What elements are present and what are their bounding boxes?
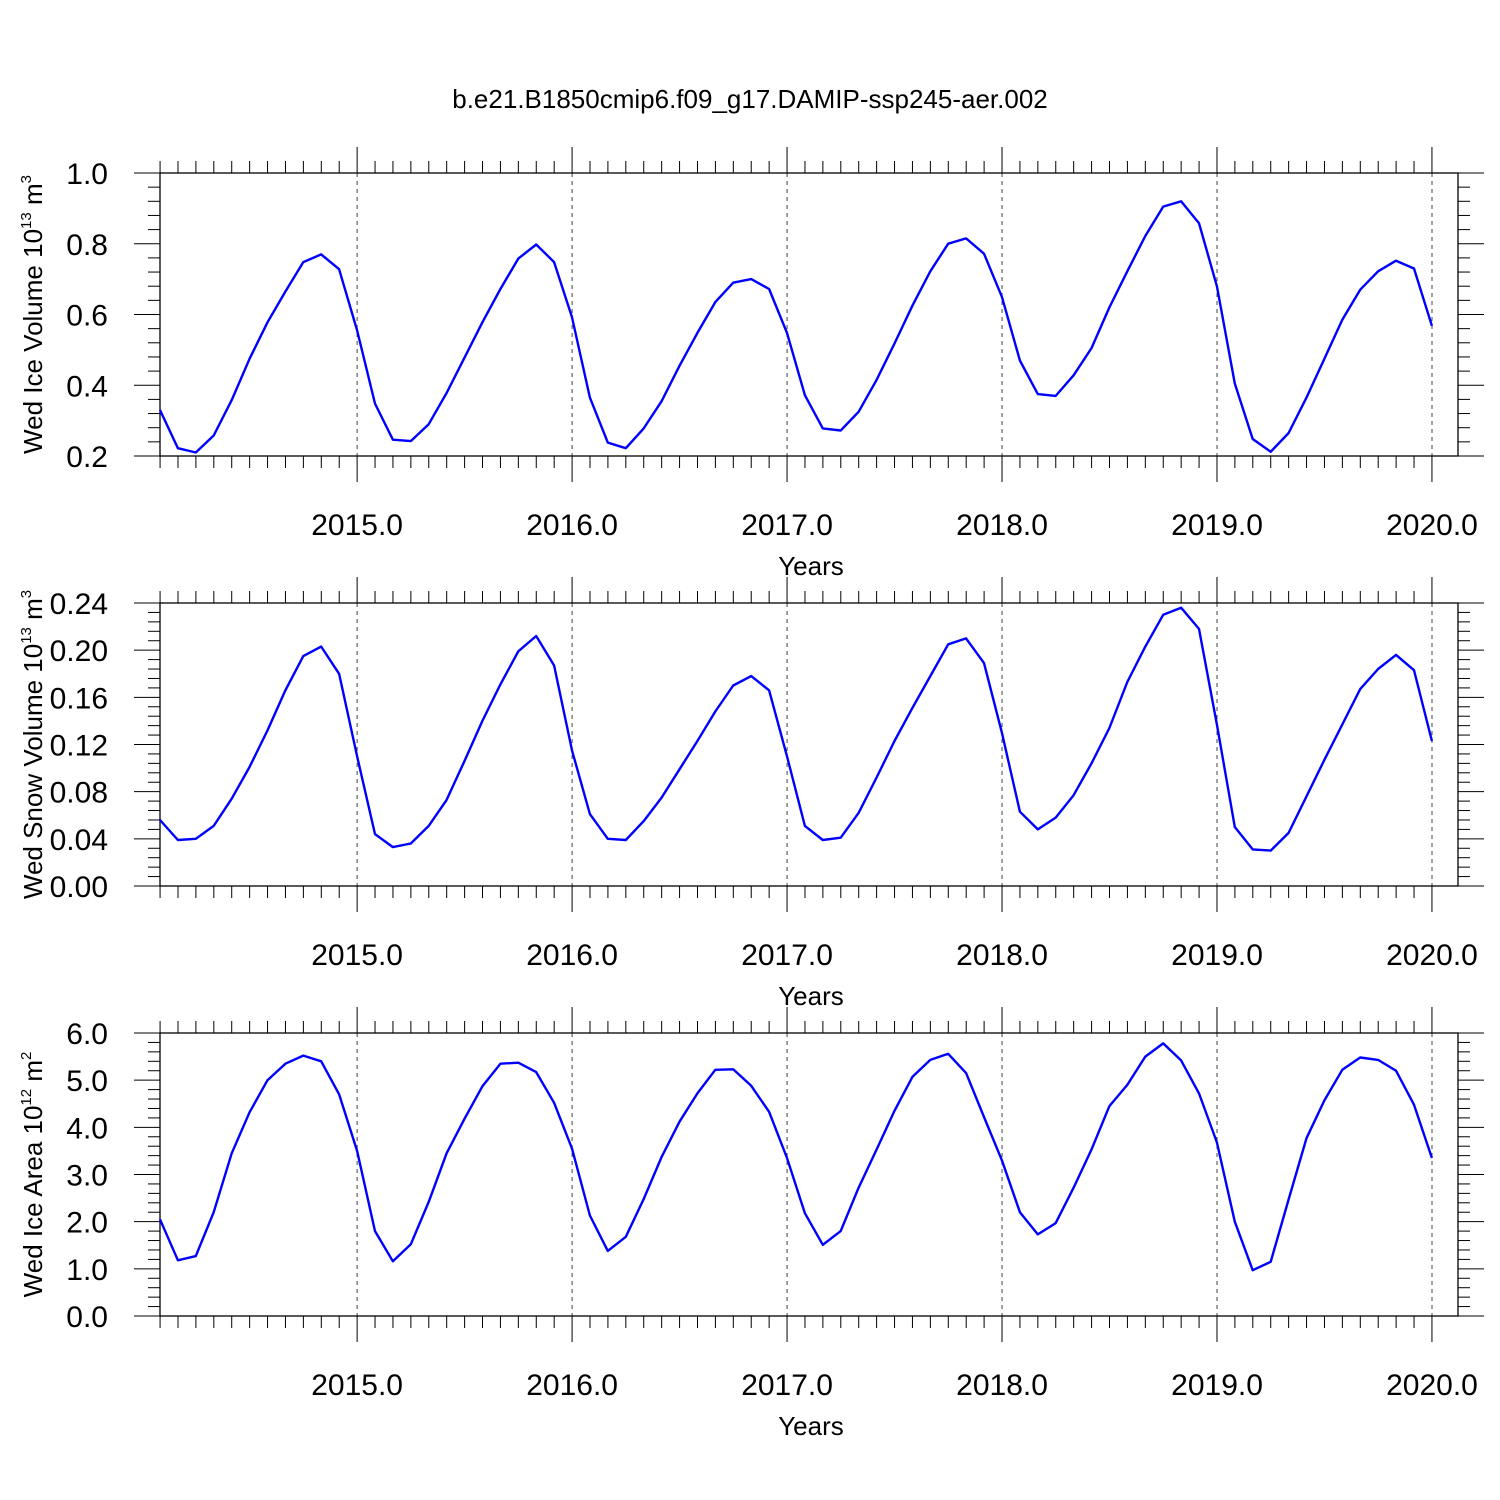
y-tick-label: 0.2 (66, 441, 108, 474)
y-tick-label: 0.24 (50, 588, 108, 621)
y-tick-label: 0.4 (66, 370, 108, 403)
y-axis-label: Wed Snow Volume 1013 m3 (18, 590, 48, 899)
x-tick-label: 2020.0 (1386, 1369, 1478, 1402)
y-axis-label: Wed Ice Area 1012 m2 (18, 1052, 48, 1298)
y-tick-label: 5.0 (66, 1065, 108, 1098)
y-tick-label: 0.04 (50, 824, 108, 857)
x-axis-label: Years (778, 1411, 844, 1441)
y-axis-label-exponent: 13 (18, 212, 35, 229)
y-axis-label-text: Wed Ice Area 10 (18, 1106, 48, 1298)
x-tick-label: 2016.0 (526, 509, 618, 542)
y-axis-label-exponent: 13 (18, 627, 35, 644)
y-tick-label: 1.0 (66, 158, 108, 191)
y-axis-label-text: Wed Ice Volume 10 (18, 229, 48, 454)
x-tick-label: 2019.0 (1171, 1369, 1263, 1402)
ice-area-panel: 2015.0 2016.0 2017.0 2018.0 2019.0 2020.0 Year… (18, 1007, 1484, 1441)
y-tick-label: 0.0 (66, 1301, 108, 1334)
y-tick-label: 0.12 (50, 730, 108, 763)
figure-title: b.e21.B1850cmip6.f09_g17.DAMIP-ssp245-ae… (452, 84, 1048, 114)
x-tick-label: 2018.0 (956, 1369, 1048, 1402)
y-tick-label: 0.08 (50, 777, 108, 810)
plot-frame (159, 172, 1459, 457)
x-tick-label: 2018.0 (956, 509, 1048, 542)
y-tick-label: 0.16 (50, 682, 108, 715)
snow-volume-series-line (159, 606, 1434, 852)
y-tick-label: 0.00 (50, 871, 108, 904)
y-axis-label-text: Wed Snow Volume 10 (18, 644, 48, 899)
y-tick-label: 0.6 (66, 300, 108, 333)
y-axis-label-exponent: 12 (18, 1089, 35, 1106)
x-tick-label: 2019.0 (1171, 509, 1263, 542)
ice-area-series-line (158, 1042, 1434, 1272)
x-tick-label: 2016.0 (526, 939, 618, 972)
y-axis-label-unit: m (18, 183, 48, 212)
x-tick-label: 2017.0 (741, 509, 833, 542)
panels-container: 2015.0 2016.0 2017.0 2018.0 2019.0 2020.0 Year… (18, 147, 1484, 1441)
x-tick-label: 2015.0 (311, 1369, 403, 1402)
x-tick-label: 2020.0 (1386, 939, 1478, 972)
y-axis-label-unit-exponent: 2 (18, 1052, 35, 1060)
y-axis-label-unit: m (18, 598, 48, 627)
y-tick-label: 4.0 (66, 1112, 108, 1145)
y-tick-label: 0.20 (50, 635, 108, 668)
x-tick-label: 2020.0 (1386, 509, 1478, 542)
y-tick-label: 2.0 (66, 1207, 108, 1240)
y-axis-label-unit: m (18, 1060, 48, 1089)
y-axis-label-unit-exponent: 3 (18, 175, 35, 183)
x-tick-label: 2017.0 (741, 1369, 833, 1402)
y-tick-label: 1.0 (66, 1254, 108, 1287)
ice-volume-series-line (158, 200, 1434, 454)
y-axis-label: Wed Ice Volume 1013 m3 (18, 175, 48, 454)
x-axis-label: Years (778, 981, 844, 1011)
y-tick-label: 3.0 (66, 1160, 108, 1193)
ice-volume-panel: 2015.0 2016.0 2017.0 2018.0 2019.0 2020.0 Year… (18, 147, 1484, 581)
plot-frame (159, 1032, 1459, 1317)
y-tick-label: 6.0 (66, 1018, 108, 1051)
x-tick-label: 2017.0 (741, 939, 833, 972)
x-tick-label: 2016.0 (526, 1369, 618, 1402)
x-tick-label: 2018.0 (956, 939, 1048, 972)
y-axis-label-unit-exponent: 3 (18, 590, 35, 598)
x-axis-label: Years (778, 551, 844, 581)
y-tick-label: 0.8 (66, 229, 108, 262)
x-tick-label: 2019.0 (1171, 939, 1263, 972)
x-tick-label: 2015.0 (311, 939, 403, 972)
x-tick-label: 2015.0 (311, 509, 403, 542)
snow-volume-panel: 2015.0 2016.0 2017.0 2018.0 2019.0 2020.0 Year… (18, 577, 1484, 1011)
